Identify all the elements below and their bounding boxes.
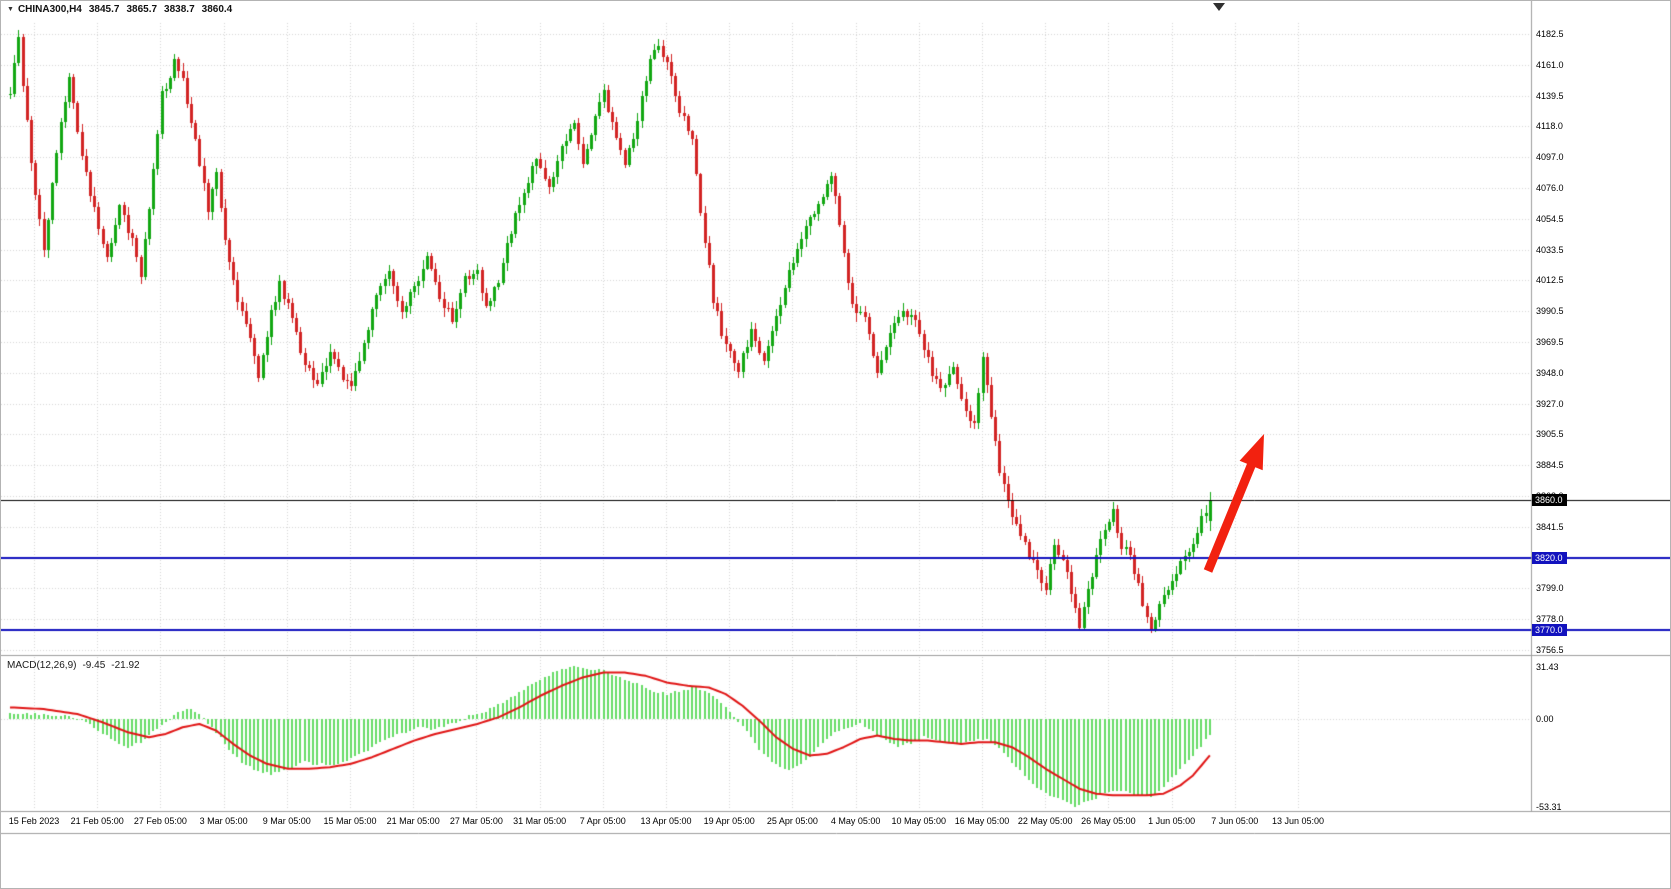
price-tick-label: 4076.0 xyxy=(1536,183,1564,193)
macd-indicator-label: MACD(12,26,9) -9.45 -21.92 xyxy=(7,660,140,671)
time-tick-label: 13 Apr 05:00 xyxy=(640,816,692,826)
time-tick-label: 4 May 05:00 xyxy=(830,816,881,826)
price-tick-label: 4097.0 xyxy=(1536,152,1564,163)
time-tick-label: 21 Mar 05:00 xyxy=(386,816,440,826)
price-tick-label: 4033.5 xyxy=(1536,244,1564,255)
ohlc-high-value: 3865.7 xyxy=(126,4,158,15)
price-tick-label: 3841.5 xyxy=(1536,521,1564,532)
macd-signal-value: -21.92 xyxy=(111,660,140,671)
time-tick-label: 27 Feb 05:00 xyxy=(133,816,187,826)
time-tick-label: 9 Mar 05:00 xyxy=(262,816,311,826)
hline-price-badge: 3770.0 xyxy=(1532,624,1567,636)
time-tick-label: 15 Mar 05:00 xyxy=(323,816,377,826)
price-tick-label: 3884.5 xyxy=(1536,460,1564,471)
price-tick-label: 4161.0 xyxy=(1536,59,1564,70)
time-tick-label: 13 Jun 05:00 xyxy=(1271,816,1325,826)
macd-scale-label: 31.43 xyxy=(1536,661,1559,672)
symbol-period-label: CHINA300,H4 xyxy=(17,4,82,15)
hline-price-badge: 3860.0 xyxy=(1532,494,1567,506)
macd-scale-label: 0.00 xyxy=(1536,714,1554,724)
price-tick-label: 3990.5 xyxy=(1536,306,1564,317)
time-tick-label: 27 Mar 05:00 xyxy=(449,816,503,826)
price-axis[interactable]: 4182.5 4161.0 4139.5 4118.0 4097.0 4076.0 4054… xyxy=(1532,1,1670,834)
ohlc-close-value: 3860.4 xyxy=(201,4,233,15)
time-tick-label: 21 Feb 05:00 xyxy=(70,816,124,826)
price-tick-label: 4139.5 xyxy=(1536,90,1564,101)
time-tick-label: 10 May 05:00 xyxy=(891,816,947,826)
chart-shift-marker[interactable] xyxy=(1213,3,1225,11)
time-tick-label: 3 Mar 05:00 xyxy=(199,816,248,826)
time-tick-label: 7 Apr 05:00 xyxy=(579,816,626,826)
macd-name-label: MACD(12,26,9) xyxy=(7,660,77,671)
time-tick-label: 26 May 05:00 xyxy=(1081,816,1136,826)
price-tick-label: 4118.0 xyxy=(1536,121,1563,132)
price-tick-label: 3799.0 xyxy=(1536,583,1564,594)
time-tick-label: 1 Jun 05:00 xyxy=(1148,816,1196,826)
price-tick-label: 4182.5 xyxy=(1536,29,1564,39)
time-tick-label: 19 Apr 05:00 xyxy=(703,816,755,826)
price-tick-label: 3905.5 xyxy=(1536,429,1564,440)
price-tick-label: 3778.0 xyxy=(1536,614,1564,625)
time-tick-label: 16 May 05:00 xyxy=(954,816,1010,826)
ohlc-open-value: 3845.7 xyxy=(88,4,120,15)
macd-scale-label: -53.31 xyxy=(1536,802,1562,813)
time-tick-label: 22 May 05:00 xyxy=(1017,816,1073,826)
price-tick-label: 3756.5 xyxy=(1536,645,1564,655)
chart-title: ▼ CHINA300,H4 3845.7 3865.7 3838.7 3860.… xyxy=(7,4,232,15)
time-axis[interactable]: 15 Feb 2023 21 Feb 05:00 27 Feb 05:00 3 Mar… xyxy=(1,815,1531,831)
time-tick-label: 31 Mar 05:00 xyxy=(513,816,567,826)
price-tick-label: 3927.0 xyxy=(1536,398,1564,409)
symbol-dropdown-icon[interactable]: ▼ xyxy=(7,6,14,13)
ohlc-low-value: 3838.7 xyxy=(164,4,195,15)
price-tick-label: 4012.5 xyxy=(1536,275,1564,286)
time-tick-label: 25 Apr 05:00 xyxy=(766,816,818,826)
time-tick-label: 7 Jun 05:00 xyxy=(1211,816,1259,826)
price-tick-label: 4054.5 xyxy=(1536,213,1564,224)
price-tick-label: 3948.0 xyxy=(1536,367,1564,378)
time-tick-label: 15 Feb 2023 xyxy=(8,816,60,826)
macd-main-value: -9.45 xyxy=(82,660,106,671)
price-tick-label: 3969.5 xyxy=(1536,337,1564,347)
hline-price-badge: 3820.0 xyxy=(1532,552,1567,564)
